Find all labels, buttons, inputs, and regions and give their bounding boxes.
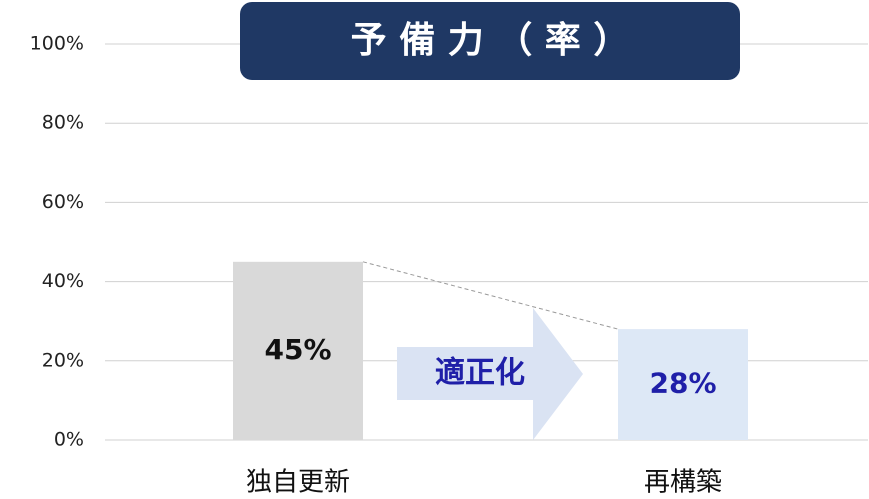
connector xyxy=(362,261,619,330)
y-tick-label: 60% xyxy=(42,191,84,213)
x-tick-label: 独自更新 xyxy=(246,468,350,498)
y-tick-label: 100% xyxy=(30,33,84,55)
bar xyxy=(233,261,363,440)
arrow xyxy=(397,308,583,440)
annotation: 適正化 xyxy=(435,356,525,391)
bar xyxy=(618,329,748,440)
chart-title: 予 備 力 （ 率 ） xyxy=(351,20,630,61)
x-tick-label: 再構築 xyxy=(644,468,722,498)
y-tick-label: 0% xyxy=(54,429,84,451)
title-box xyxy=(240,2,740,80)
y-tick-label: 20% xyxy=(42,349,84,371)
data-label: 28% xyxy=(649,367,716,400)
y-tick-label: 40% xyxy=(42,270,84,292)
y-tick-label: 80% xyxy=(42,112,84,134)
data-label: 45% xyxy=(264,333,331,366)
